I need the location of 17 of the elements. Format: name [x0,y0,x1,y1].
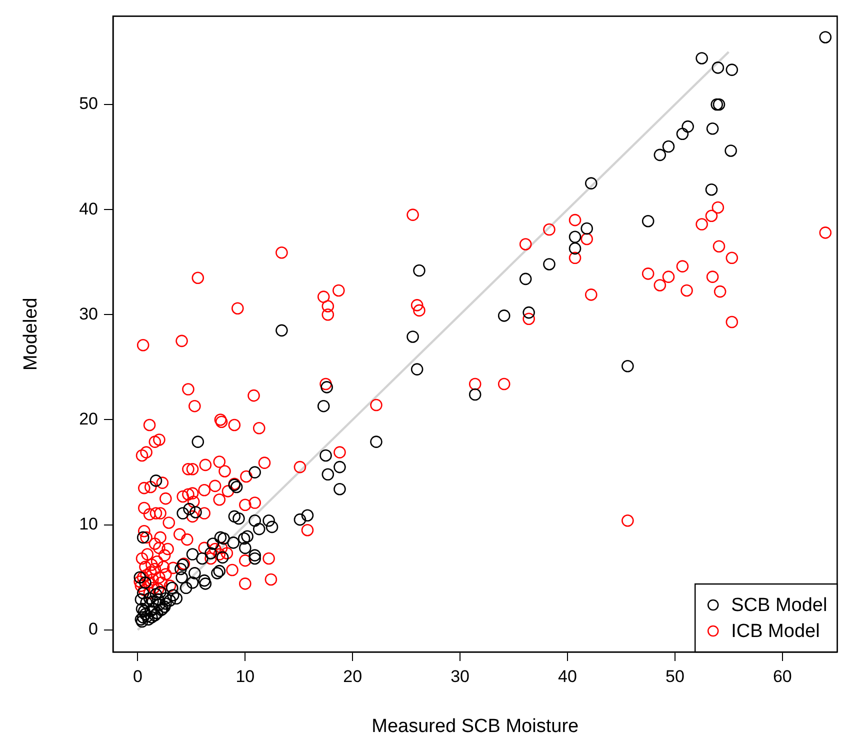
y-tick-label: 20 [79,409,98,428]
x-tick-label: 60 [772,666,792,686]
y-tick-label: 0 [88,620,98,639]
x-tick-label: 20 [343,666,362,686]
y-tick-label: 50 [79,94,98,114]
x-tick-label: 30 [450,666,470,686]
legend-label: SCB Model [731,595,828,616]
x-tick-label: 10 [236,666,255,686]
x-tick-label: 40 [558,666,577,686]
x-tick-label: 0 [132,666,142,686]
legend-label: ICB Model [731,621,820,642]
y-tick-label: 10 [79,514,98,534]
y-tick-label: 30 [79,304,98,324]
x-axis-title: Measured SCB Moisture [372,716,579,737]
y-tick-label: 40 [79,199,98,218]
y-axis-title: Modeled [20,298,42,371]
x-tick-label: 50 [665,666,684,686]
